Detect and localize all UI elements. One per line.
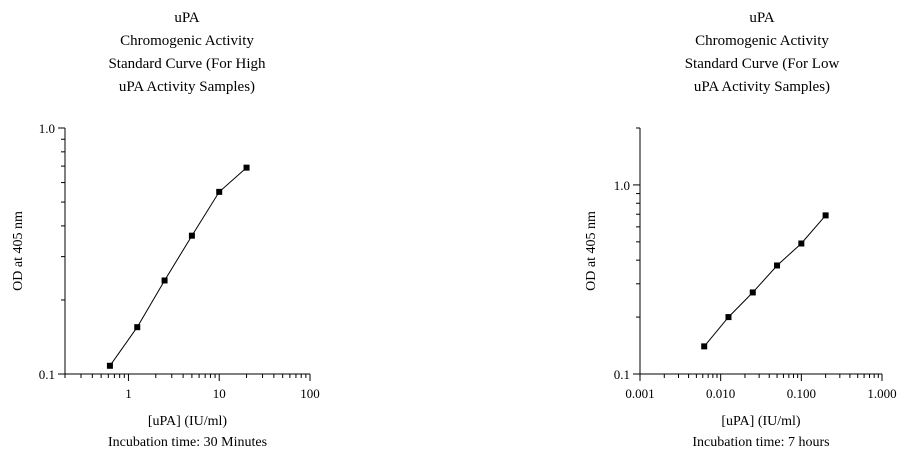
y-tick-label: 1.0 xyxy=(39,121,55,136)
x-tick-label: 10 xyxy=(213,386,226,401)
data-point xyxy=(161,277,168,284)
incubation-time-label: Incubation time: 30 Minutes xyxy=(108,435,267,450)
data-point xyxy=(774,262,781,269)
data-point xyxy=(106,362,113,369)
data-point xyxy=(701,343,708,350)
chart-title-line: Chromogenic Activity xyxy=(695,33,829,49)
data-point xyxy=(749,289,756,296)
chart-title-line: uPA xyxy=(174,10,199,26)
x-axis-label: [uPA] (IU/ml) xyxy=(148,414,228,429)
data-point xyxy=(243,164,250,171)
data-point xyxy=(188,232,195,239)
chart-title-line: Standard Curve (For High xyxy=(108,56,266,72)
y-axis-label: OD at 405 nm xyxy=(584,211,599,291)
chart-title-line: uPA xyxy=(749,10,774,26)
chart-high-activity: uPA Chromogenic Activity Standard Curve (F… xyxy=(11,10,320,450)
data-point xyxy=(798,240,805,247)
chart-title-line: Standard Curve (For Low xyxy=(685,56,840,72)
x-tick-label: 0.010 xyxy=(706,386,735,401)
chart-title-line: Chromogenic Activity xyxy=(120,33,254,49)
data-point xyxy=(216,188,223,195)
x-tick-label: 1 xyxy=(125,386,132,401)
data-point xyxy=(134,324,141,331)
chart-title-line: uPA Activity Samples) xyxy=(694,79,830,95)
y-tick-label: 0.1 xyxy=(39,367,55,382)
x-tick-label: 0.100 xyxy=(787,386,816,401)
chart-title-line: uPA Activity Samples) xyxy=(119,79,255,95)
data-point xyxy=(822,212,829,219)
data-point xyxy=(725,314,732,321)
y-tick-label: 0.1 xyxy=(614,367,630,382)
x-axis-label: [uPA] (IU/ml) xyxy=(721,414,801,429)
incubation-time-label: Incubation time: 7 hours xyxy=(692,435,829,450)
x-tick-label: 100 xyxy=(300,386,320,401)
y-tick-label: 1.0 xyxy=(614,178,630,193)
x-tick-label: 0.001 xyxy=(625,386,654,401)
series-line xyxy=(703,215,826,347)
series-line xyxy=(109,167,247,367)
chart-low-activity: uPA Chromogenic Activity Standard Curve (F… xyxy=(584,10,897,450)
y-axis-label: OD at 405 nm xyxy=(11,211,26,291)
x-tick-label: 1.000 xyxy=(867,386,896,401)
